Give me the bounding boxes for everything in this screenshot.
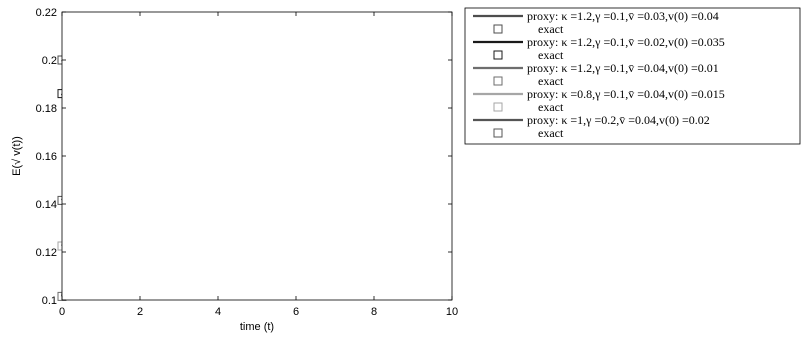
legend-box <box>464 7 801 145</box>
x-tick-label: 8 <box>371 306 377 318</box>
legend-label-exact: exact <box>538 100 564 114</box>
legend-marker-swatch <box>493 102 503 112</box>
legend-label-exact: exact <box>538 48 564 62</box>
y-tick-label: 0.18 <box>36 103 57 115</box>
y-tick-label: 0.22 <box>36 7 57 19</box>
legend-label-proxy: proxy: κ =1,γ =0.2,v̄ =0.04,v(0) =0.02 <box>527 113 710 127</box>
legend-marker-swatch <box>493 76 503 86</box>
x-tick-label: 0 <box>59 306 65 318</box>
x-tick-label: 6 <box>293 306 299 318</box>
x-axis-label: time (t) <box>240 321 274 333</box>
legend-marker-swatch <box>493 50 503 60</box>
plot-frame <box>61 11 453 301</box>
legend-label-exact: exact <box>538 126 564 140</box>
legend-label-exact: exact <box>538 74 564 88</box>
y-tick-label: 0.16 <box>36 151 57 163</box>
axes: 0 2 4 6 8 10 0.1 0.12 0.14 0.16 0.18 0.2 0.22 time (t… <box>11 7 458 333</box>
legend-label-proxy: proxy: κ =1.2,γ =0.1,v̄ =0.03,v(0) =0.04 <box>527 9 719 23</box>
y-tick-label: 0.1 <box>42 295 57 307</box>
legend-label-proxy: proxy: κ =1.2,γ =0.1,v̄ =0.02,v(0) =0.03… <box>527 35 725 49</box>
x-tick-label: 2 <box>137 306 143 318</box>
legend-label-exact: exact <box>538 22 564 36</box>
legend: proxy: κ =1.2,γ =0.1,v̄ =0.03,v(0) =0.04… <box>464 7 801 145</box>
x-tick-label: 4 <box>215 306 221 318</box>
legend-label-proxy: proxy: κ =0.8,γ =0.1,v̄ =0.04,v(0) =0.01… <box>527 87 725 101</box>
legend-marker-swatch <box>493 128 503 138</box>
y-tick-label: 0.2 <box>42 55 57 67</box>
y-tick-label: 0.14 <box>36 199 57 211</box>
y-tick-label: 0.12 <box>36 247 57 259</box>
legend-marker-swatch <box>493 24 503 34</box>
legend-label-proxy: proxy: κ =1.2,γ =0.1,v̄ =0.04,v(0) =0.01 <box>527 61 719 75</box>
x-tick-label: 10 <box>446 306 458 318</box>
y-axis-label: E(√ v(t)) <box>11 136 23 176</box>
